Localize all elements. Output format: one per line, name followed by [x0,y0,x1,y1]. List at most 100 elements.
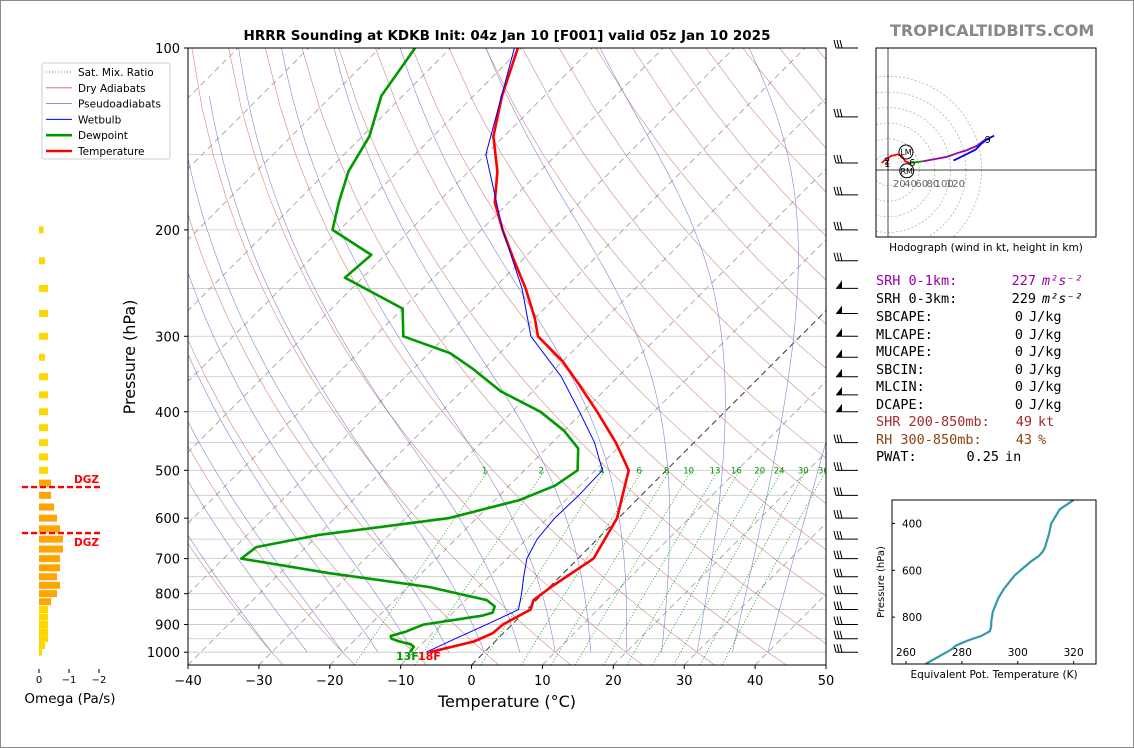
barb-feather [839,550,843,559]
barb-feather [839,39,843,49]
omega-bar [39,525,60,533]
barb-feather [839,585,843,594]
dry-adiabat-line [265,48,715,665]
wind-barb [833,221,858,231]
omega-bar [39,466,48,474]
legend-label: Sat. Mix. Ratio [78,67,154,79]
hodograph-trace [922,138,987,163]
barb-feather [839,434,843,443]
omega-bar [39,503,54,511]
mixing-ratio-label: 8 [664,467,669,477]
omega-bar [39,628,48,636]
stat-label: SRH 0-1km: [876,273,958,289]
ring-label: 120 [946,179,965,190]
theta-e-x-tick-label: 280 [952,647,972,659]
omega-bar [39,439,48,447]
x-tick-label: 10 [534,674,551,689]
omega-tick-label: 0 [36,675,42,686]
omega-bar [39,648,42,656]
stat-label: MLCAPE: [876,326,933,343]
wind-barb [836,305,858,314]
theta-e-border [891,499,1097,665]
stat-unit: J/kg [1029,379,1062,395]
omega-bar [39,606,48,614]
moist-adiabat-line [209,95,485,653]
stat-label: MLCIN: [876,379,925,395]
wind-barb [833,462,858,471]
y-tick-label: 600 [155,512,180,527]
barb-feather [833,434,837,443]
omega-bar [39,391,48,399]
stat-value: 0 [1014,396,1023,413]
storm-motion-marker [899,163,915,179]
omega-bar [39,573,57,581]
omega-tick-label: −2 [92,675,107,686]
x-tick-label: 30 [676,674,693,689]
barb-feather [839,630,843,639]
ring-label: 80 [927,179,940,190]
mixing-ratio-label: 6 [636,467,641,477]
moist-adiabat-line [188,271,414,653]
wind-barb [833,601,858,611]
dry-adiabat-line [301,48,787,665]
barb-feather [839,108,843,117]
barb-feather [836,601,840,610]
stat-value: 0 [1014,309,1023,325]
wind-barb [833,585,858,595]
moist-adiabat-line [188,480,308,653]
x-tick-label: −40 [174,674,201,689]
stat-unit: J/kg [1029,361,1062,378]
legend-label: Wetbulb [78,114,122,126]
x-tick-label: 50 [818,674,835,689]
barb-feather [839,601,843,610]
height-label: 2 [884,157,890,168]
wind-barb [833,531,858,540]
mixing-ratio-line [673,470,783,665]
barb-feather [839,252,843,261]
isotherm-line [683,522,826,665]
legend: Sat. Mix. Ratio Dry Adiabats Pseudoadiabat… [41,62,171,160]
omega-axis-label: Omega (Pa/s) [24,691,115,707]
barb-pennant [836,403,842,412]
legend-box [41,62,171,160]
omega-bar [39,453,48,461]
isotherm-line [258,97,826,665]
barb-feather [836,616,840,625]
wind-barb [833,568,858,578]
height-label: 1 [884,159,890,170]
barb-feather [836,550,840,559]
theta-e-ylabel: Pressure (hPa) [876,546,887,618]
mixing-ratio-label: 24 [774,467,785,477]
barb-feather [833,585,837,594]
dry-adiabat-line [188,445,356,665]
mixing-ratio-label: 36 [818,467,829,477]
y-tick-label: 400 [155,406,180,421]
x-tick-label: 20 [605,674,622,689]
brand-logo: TROPICALTIDBITS.COM [890,21,1095,40]
barb-feather [839,644,843,653]
ring-label: 100 [935,179,954,190]
omega-bar [39,479,51,487]
stat-label: SBCIN: [876,361,925,378]
barb-feather [833,630,837,639]
stat-label: MUCAPE: [876,344,933,360]
legend-label: Pseudoadiabats [78,99,161,111]
moist-adiabat-line [238,48,521,653]
barb-feather [839,568,843,577]
barb-feather [836,252,840,261]
barb-feather [836,221,840,231]
barb-feather [836,531,840,540]
hodograph-trace [953,134,995,162]
theta-e-y-tick-label: 600 [902,565,922,577]
wind-barb [836,403,858,413]
wind-barb [836,280,858,289]
omega-bar [39,555,60,563]
mixing-ratio-line [603,470,719,665]
wind-barb [833,510,858,519]
barb-feather [836,487,840,496]
hodograph-caption: Hodograph (wind in kt, height in km) [889,242,1083,254]
mixing-ratio-line [550,470,671,665]
moist-adiabat-line [400,48,627,653]
theta-e-xlabel: Equivalent Pot. Temperature (K) [910,669,1077,681]
omega-bar [39,535,63,543]
